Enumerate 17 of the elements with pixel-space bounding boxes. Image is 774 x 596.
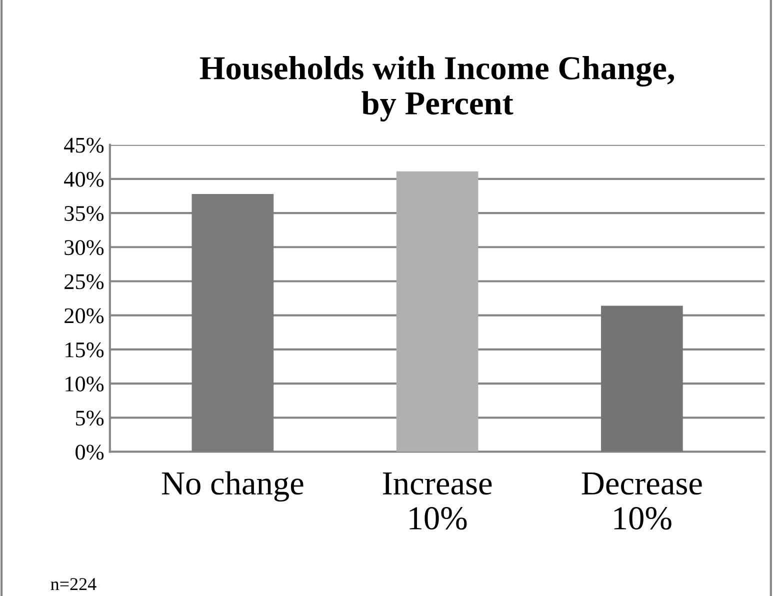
x-tick-label: Increase 10% (383, 472, 492, 530)
x-tick-label: No change (162, 471, 304, 502)
chart-title: Households with Income Change, by Percent (200, 56, 674, 122)
x-tick-label: Decrease 10% (582, 472, 702, 530)
bar (396, 171, 478, 452)
y-tick-label: 35% (64, 206, 104, 222)
y-tick-label: 45% (64, 138, 104, 153)
y-tick-label: 5% (76, 410, 104, 426)
y-tick-label: 25% (64, 274, 104, 290)
text: n=224 (50, 578, 96, 590)
y-tick-label: 15% (66, 342, 104, 358)
y-tick-label: 0% (76, 444, 104, 460)
y-tick-label: 20% (64, 308, 104, 324)
bar (601, 306, 683, 452)
y-tick-label: 30% (64, 240, 104, 256)
y-tick-label: 40% (64, 172, 104, 187)
y-tick-label: 10% (66, 376, 104, 392)
